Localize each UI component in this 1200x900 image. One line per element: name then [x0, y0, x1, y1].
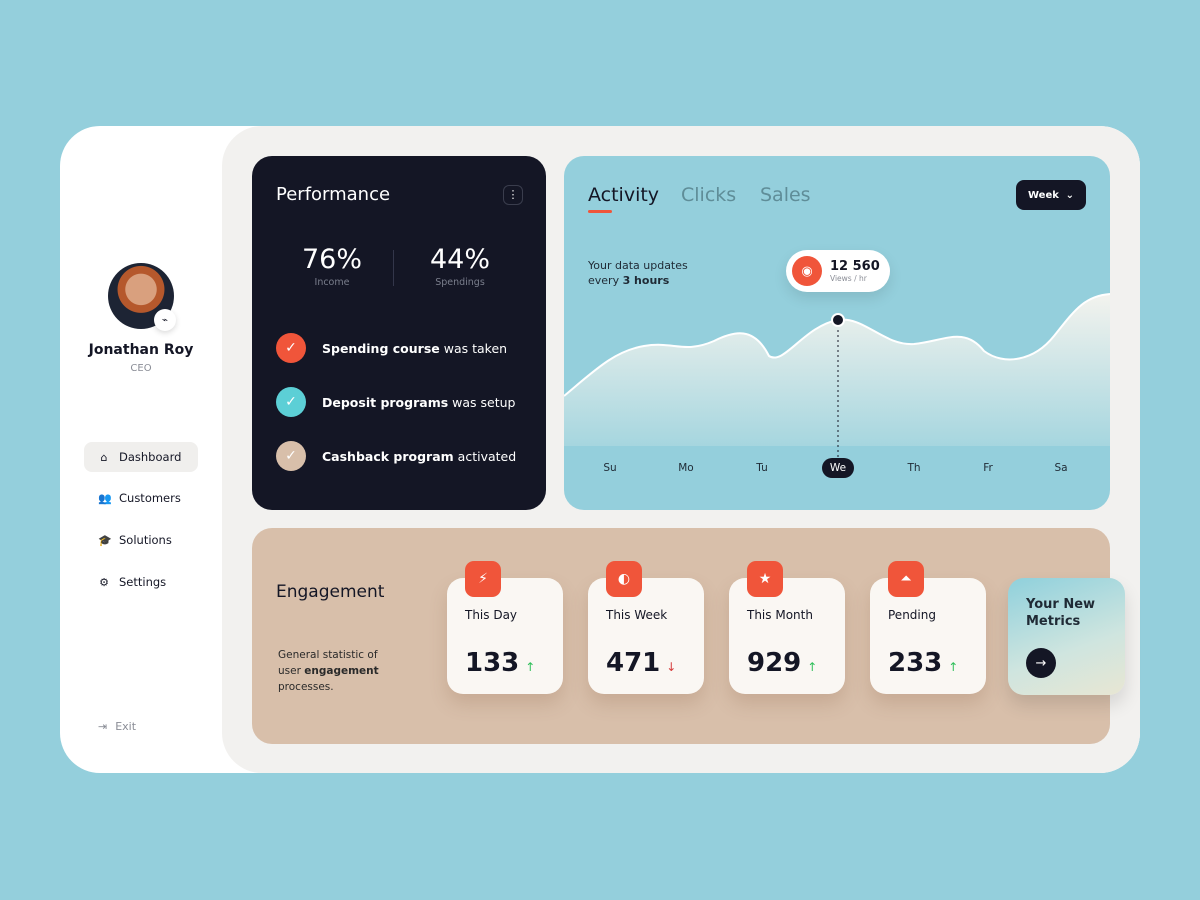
profile-name: Jonathan Roy	[88, 342, 194, 358]
gear-icon: ⚙	[99, 575, 109, 589]
eye-icon: ◉	[792, 256, 822, 286]
card-value: 471	[606, 648, 661, 678]
sidebar-item-solutions[interactable]: 🎓 Solutions	[84, 525, 198, 555]
card-value: 133	[465, 648, 520, 678]
day-we[interactable]: We	[822, 458, 854, 478]
spendings-value: 44%	[429, 244, 490, 275]
views-value: 12 560	[830, 259, 880, 274]
stat-card-this-month[interactable]: ★ This Month 929 ↑	[729, 561, 845, 694]
divider	[393, 250, 394, 286]
task-rest: was taken	[439, 340, 508, 356]
tab-clicks[interactable]: Clicks	[681, 184, 737, 206]
task-bold: Cashback program	[322, 448, 454, 464]
activity-area	[564, 294, 1110, 446]
day-axis: Su Mo Tu We Th Fr Sa	[564, 458, 1110, 478]
task-rest: activated	[453, 448, 517, 464]
more-options-icon[interactable]: ⋮	[503, 185, 523, 205]
task-bold: Spending course	[322, 340, 440, 356]
users-icon: 👥	[98, 491, 112, 505]
task-item: ✓ Cashback program activated	[276, 441, 516, 471]
day-sa[interactable]: Sa	[1054, 462, 1068, 474]
arrow-right-icon[interactable]: →	[1026, 648, 1056, 678]
views-tooltip: ◉ 12 560 Views / hr	[786, 250, 890, 292]
performance-card: Performance ⋮ 76% Income 44% Spendings ✓ Sp…	[252, 156, 546, 510]
arrow-up-icon: ↑	[948, 660, 959, 674]
day-mo[interactable]: Mo	[678, 462, 694, 474]
period-select[interactable]: Week ⌄	[1016, 180, 1086, 210]
star-icon: ★	[747, 561, 783, 597]
nav-label: Dashboard	[119, 450, 182, 464]
day-th[interactable]: Th	[907, 462, 921, 474]
desc-text: processes.	[278, 681, 334, 693]
sidebar-item-dashboard[interactable]: ⌂ Dashboard	[84, 442, 198, 472]
double-arrow-up-icon: ⏶	[888, 561, 924, 597]
arrow-down-icon: ↓	[666, 660, 677, 674]
views-unit: Views / hr	[830, 274, 867, 283]
card-value: 233	[888, 648, 943, 678]
task-rest: was setup	[448, 394, 516, 410]
update-every: every	[588, 274, 623, 287]
check-icon: ✓	[276, 387, 306, 417]
performance-title: Performance	[276, 184, 391, 205]
home-icon: ⌂	[100, 450, 108, 464]
day-su[interactable]: Su	[603, 462, 617, 474]
sidebar-item-customers[interactable]: 👥 Customers	[84, 483, 198, 513]
update-text: Your data updates	[588, 259, 688, 272]
exit-button[interactable]: ⇥ Exit	[98, 720, 136, 733]
update-hours: 3 hours	[622, 274, 670, 287]
chevron-down-icon: ⌄	[1065, 189, 1074, 201]
active-tab-indicator	[588, 210, 612, 213]
income-value: 76%	[301, 244, 362, 275]
spendings-label: Spendings	[435, 277, 485, 288]
sidebar-item-settings[interactable]: ⚙ Settings	[84, 567, 198, 597]
tab-sales[interactable]: Sales	[760, 184, 811, 206]
stat-card-this-day[interactable]: ⚡ This Day 133 ↑	[447, 561, 563, 694]
card-label: This Day	[465, 608, 518, 622]
card-label: This Week	[606, 608, 668, 622]
activity-card: Activity Clicks Sales Week ⌄ Your data up…	[564, 156, 1110, 510]
profile-role: CEO	[130, 363, 152, 374]
arrow-up-icon: ↑	[807, 660, 818, 674]
spendings-stat: 44% Spendings	[400, 244, 520, 288]
exit-label: Exit	[115, 720, 137, 733]
desc-bold: engagement	[304, 665, 379, 677]
check-icon: ✓	[276, 333, 306, 363]
graduation-cap-icon: 🎓	[98, 533, 112, 547]
task-bold: Deposit programs	[322, 394, 449, 410]
card-label: Pending	[888, 608, 936, 622]
tab-activity[interactable]: Activity	[588, 184, 660, 206]
arrow-up-icon: ↑	[525, 660, 536, 674]
engagement-title: Engagement	[276, 582, 385, 602]
nav-label: Customers	[119, 491, 181, 505]
period-value: Week	[1028, 189, 1059, 201]
stat-card-this-week[interactable]: ◐ This Week 471 ↓	[588, 561, 704, 694]
engagement-description: General statistic of user engagement pro…	[278, 647, 388, 695]
activity-icon: ⌁	[154, 309, 176, 331]
half-circle-icon: ◐	[606, 561, 642, 597]
day-fr[interactable]: Fr	[983, 462, 993, 474]
new-metrics-card[interactable]: Your New Metrics →	[1008, 578, 1125, 695]
nav-label: Settings	[119, 575, 167, 589]
nav-label: Solutions	[119, 533, 172, 547]
task-item: ✓ Deposit programs was setup	[276, 387, 515, 417]
activity-area-graph	[564, 293, 1110, 458]
check-icon: ✓	[276, 441, 306, 471]
selected-point	[831, 313, 845, 327]
metrics-title: Your New Metrics	[1026, 597, 1096, 629]
update-note: Your data updates every 3 hours	[588, 258, 688, 288]
desc-text: General statistic of user	[278, 649, 378, 677]
logout-icon: ⇥	[98, 720, 108, 733]
card-label: This Month	[747, 608, 813, 622]
stat-card-pending[interactable]: ⏶ Pending 233 ↑	[870, 561, 986, 694]
day-tu[interactable]: Tu	[756, 462, 768, 474]
engagement-card: Engagement General statistic of user eng…	[252, 528, 1125, 744]
card-value: 929	[747, 648, 802, 678]
task-item: ✓ Spending course was taken	[276, 333, 507, 363]
income-stat: 76% Income	[272, 244, 392, 288]
income-label: Income	[314, 277, 350, 288]
bolt-icon: ⚡	[465, 561, 501, 597]
